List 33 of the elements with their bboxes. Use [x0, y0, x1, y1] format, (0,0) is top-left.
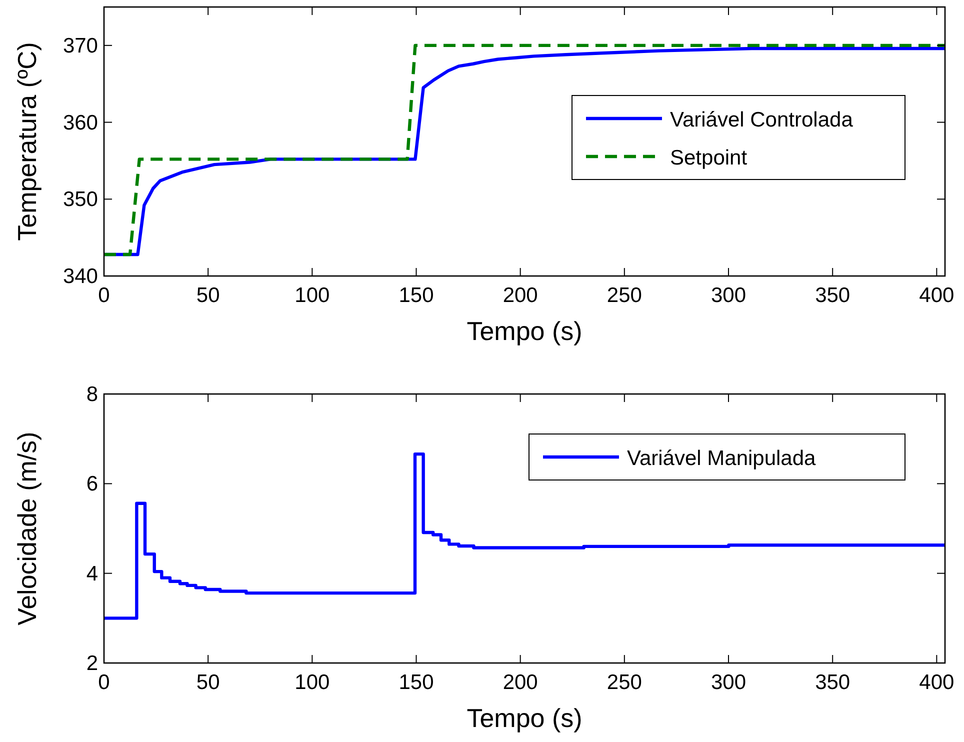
- x-tick-label: 300: [710, 284, 746, 307]
- x-tick-label: 250: [606, 671, 642, 694]
- x-tick-label: 50: [196, 671, 220, 694]
- x-tick-label: 100: [294, 284, 330, 307]
- x-axis-title: Tempo (s): [466, 703, 582, 733]
- x-tick-label: 150: [398, 671, 434, 694]
- x-tick-label: 100: [294, 671, 330, 694]
- x-tick-label: 50: [196, 284, 220, 307]
- legend-label: Setpoint: [670, 146, 748, 170]
- legend-label: Variável Manipulada: [627, 447, 816, 470]
- y-tick-label: 360: [62, 111, 98, 134]
- y-tick-label: 8: [86, 383, 98, 406]
- y-tick-label: 4: [86, 562, 98, 586]
- y-axis-title: Velocidade (m/s): [12, 432, 42, 626]
- x-axis-title: Tempo (s): [466, 316, 582, 346]
- x-tick-label: 350: [815, 671, 850, 694]
- y-tick-label: 6: [86, 472, 98, 496]
- x-tick-label: 350: [815, 284, 850, 307]
- x-tick-label: 200: [502, 671, 538, 694]
- x-tick-label: 150: [398, 284, 434, 307]
- y-tick-label: 370: [62, 34, 98, 58]
- x-tick-label: 0: [98, 284, 110, 307]
- x-tick-label: 0: [98, 671, 110, 694]
- y-tick-label: 2: [86, 652, 98, 675]
- y-axis-title: Temperatura (ºC): [12, 42, 42, 241]
- legend-label: Variável Controlada: [670, 108, 854, 132]
- y-tick-label: 340: [62, 265, 98, 288]
- x-tick-label: 400: [919, 671, 954, 694]
- x-tick-label: 400: [919, 284, 954, 307]
- y-tick-label: 350: [62, 188, 98, 212]
- x-tick-label: 200: [502, 284, 538, 307]
- x-tick-label: 250: [606, 284, 642, 307]
- x-tick-label: 300: [710, 671, 746, 694]
